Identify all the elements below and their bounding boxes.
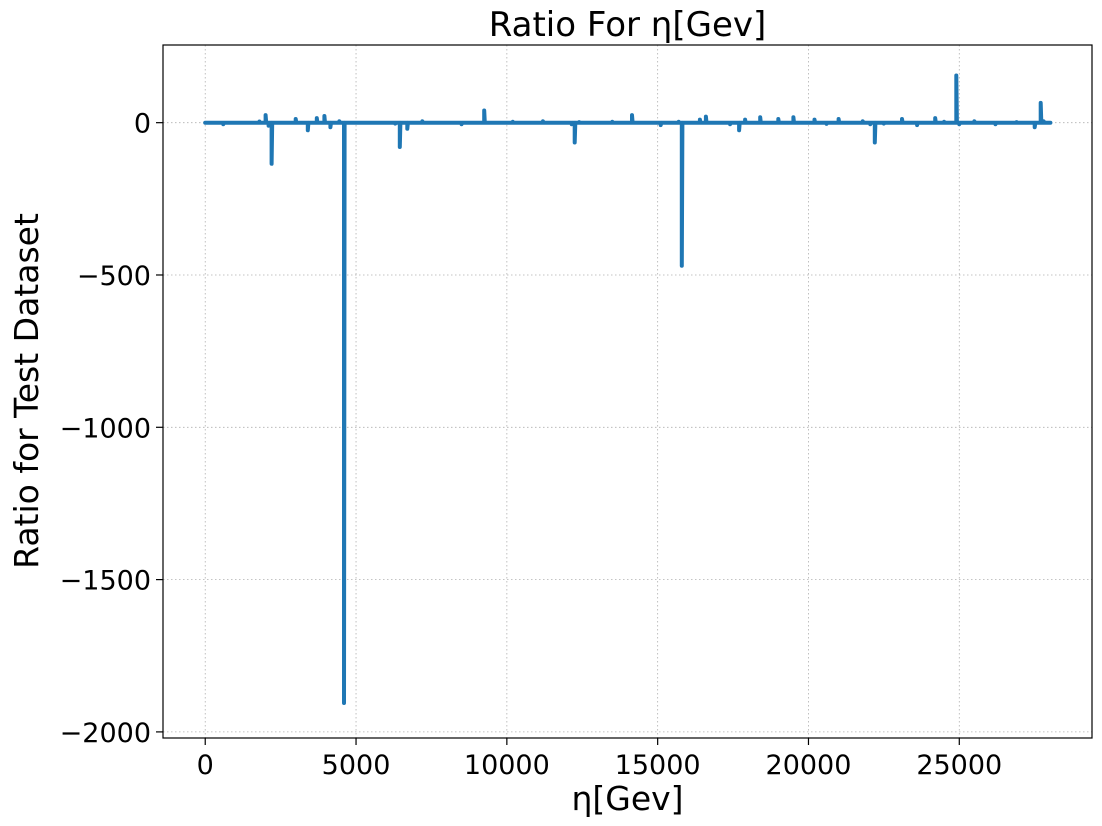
- y-tick-label: −500: [77, 261, 151, 292]
- series-line: [203, 73, 1053, 705]
- data-lines: [203, 73, 1053, 705]
- y-axis-label: Ratio for Test Dataset: [7, 213, 46, 569]
- axis-ticks: 0 5000 10000 15000 20000 25000 0 −500 −1000 −1500…: [60, 109, 1003, 781]
- chart-title: Ratio For η[Gev]: [489, 5, 767, 45]
- y-tick-label: −1500: [60, 566, 151, 597]
- x-tick-label: 20000: [766, 750, 852, 781]
- x-tick-label: 25000: [916, 750, 1002, 781]
- y-tick-label: −2000: [60, 718, 151, 749]
- x-tick-label: 10000: [464, 750, 550, 781]
- plot-area-frame: [162, 44, 1093, 739]
- y-tick-label: −1000: [60, 413, 151, 444]
- y-tick-label: 0: [134, 109, 151, 140]
- x-tick-label: 5000: [322, 750, 391, 781]
- x-tick-label: 15000: [615, 750, 701, 781]
- x-tick-label: 0: [197, 750, 214, 781]
- x-axis-label: η[Gev]: [571, 779, 683, 818]
